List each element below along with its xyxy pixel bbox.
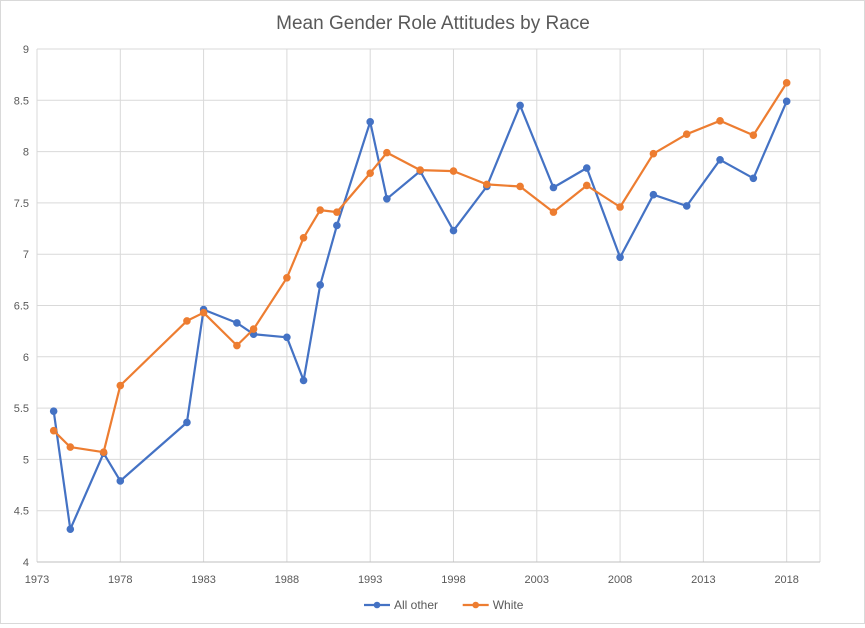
data-point (183, 418, 191, 427)
data-point (582, 164, 591, 172)
data-point (366, 118, 374, 126)
data-point (249, 325, 258, 333)
data-point (49, 407, 58, 415)
x-tick-label: 2013 (691, 574, 715, 586)
y-tick-label: 6 (23, 352, 29, 364)
x-axis: 1973 1978 1983 1988 1993 1998 2003 2008 2013 2018 (25, 561, 820, 586)
legend: All other White (364, 598, 524, 612)
data-point (333, 208, 341, 216)
data-point (233, 319, 241, 327)
data-point (66, 525, 75, 533)
data-point (449, 167, 458, 175)
y-axis: 4 4.5 5 5.5 6 6.5 7 7.5 8 8.5 9 (14, 44, 29, 569)
data-point (116, 477, 125, 485)
y-tick-label: 7 (23, 249, 29, 261)
data-point (449, 226, 458, 235)
data-point (383, 194, 391, 203)
y-tick-label: 9 (23, 44, 29, 56)
legend-swatch-marker (373, 601, 381, 609)
data-point (616, 253, 624, 262)
data-point (682, 130, 691, 138)
y-tick-label: 4 (23, 557, 29, 569)
data-point (66, 443, 75, 451)
x-tick-label: 1973 (25, 574, 49, 586)
y-tick-label: 8.5 (14, 95, 29, 107)
data-point (516, 101, 524, 110)
data-point (99, 448, 108, 457)
series-white (49, 79, 791, 457)
data-point (549, 208, 558, 216)
data-point (366, 169, 374, 177)
y-tick-label: 8 (23, 147, 29, 159)
data-point (49, 426, 58, 435)
data-point (716, 117, 724, 125)
data-point (283, 273, 291, 282)
legend-swatch-marker (472, 601, 480, 609)
data-point (616, 203, 624, 211)
data-point (649, 190, 658, 199)
grid (36, 48, 821, 563)
series-line (52, 82, 788, 454)
legend-label: All other (394, 598, 438, 612)
data-point (716, 156, 724, 164)
series-layer (49, 79, 791, 533)
x-tick-label: 1998 (441, 574, 465, 586)
x-tick-label: 1988 (275, 574, 299, 586)
y-tick-label: 6.5 (14, 301, 29, 313)
y-tick-label: 4.5 (14, 506, 29, 518)
y-tick-label: 7.5 (14, 198, 29, 210)
x-tick-label: 2008 (608, 574, 632, 586)
data-point (316, 206, 325, 214)
y-tick-label: 5.5 (14, 403, 29, 415)
x-tick-label: 2018 (774, 574, 798, 586)
data-point (199, 308, 208, 317)
x-tick-label: 2003 (525, 574, 549, 586)
data-point (649, 149, 658, 158)
data-point (416, 166, 424, 174)
legend-label: White (493, 598, 524, 612)
data-point (316, 281, 325, 289)
data-point (333, 221, 341, 230)
legend-item: White (462, 598, 524, 612)
data-point (782, 79, 791, 87)
x-tick-label: 1983 (191, 574, 215, 586)
data-point (283, 333, 291, 342)
data-point (483, 180, 491, 189)
series-line (52, 100, 788, 531)
data-point (299, 376, 308, 385)
x-tick-label: 1993 (358, 574, 382, 586)
x-tick-label: 1978 (108, 574, 132, 586)
data-point (183, 317, 191, 325)
legend-item: All other (364, 598, 438, 612)
data-point (749, 131, 758, 139)
data-point (383, 148, 391, 157)
data-point (582, 181, 591, 190)
data-point (516, 182, 524, 191)
chart-title: Mean Gender Role Attitudes by Race (276, 13, 590, 34)
data-point (682, 202, 691, 210)
series-all-other (49, 97, 791, 533)
data-point (299, 233, 308, 242)
data-point (782, 97, 791, 106)
data-point (233, 341, 241, 350)
data-point (749, 174, 758, 183)
data-point (116, 381, 125, 390)
y-tick-label: 5 (23, 454, 29, 466)
data-point (549, 183, 558, 192)
